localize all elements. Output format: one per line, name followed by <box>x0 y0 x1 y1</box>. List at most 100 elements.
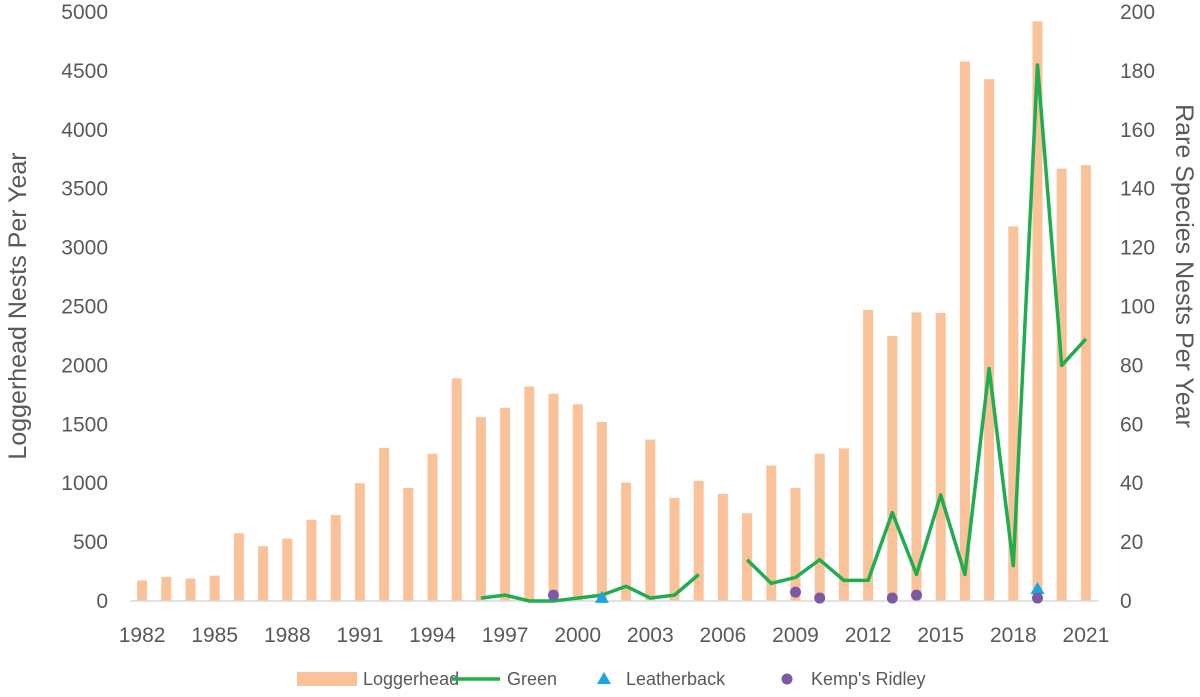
y-axis-right-title: Rare Species Nests Per Year <box>1170 104 1198 428</box>
x-tick-label: 2015 <box>917 624 964 647</box>
loggerhead-bars <box>137 21 1091 602</box>
y-right-tick-label: 100 <box>1120 296 1155 319</box>
legend: Loggerhead Green Leatherback Kemp's Ridley <box>297 669 925 689</box>
loggerhead-bar-1989 <box>306 519 317 601</box>
y-right-tick-label: 200 <box>1120 1 1155 24</box>
green-line-segment-1 <box>480 573 700 603</box>
y-left-tick-label: 5000 <box>61 1 108 24</box>
x-tick-label: 2006 <box>700 624 747 647</box>
x-tick-label: 2021 <box>1063 624 1110 647</box>
loggerhead-bar-1983 <box>161 576 172 601</box>
y-left-tick-label: 0 <box>96 590 108 613</box>
loggerhead-bar-1990 <box>330 515 341 601</box>
loggerhead-bar-1988 <box>282 538 293 601</box>
x-tick-label: 1991 <box>337 624 384 647</box>
legend-item-leatherback: Leatherback <box>597 669 726 689</box>
loggerhead-bar-1984 <box>185 578 196 601</box>
y-left-tick-label: 4500 <box>61 60 108 83</box>
loggerhead-bar-1996 <box>475 417 486 601</box>
loggerhead-bar-2018 <box>1008 226 1019 601</box>
leatherback-point-2019 <box>1030 582 1045 595</box>
y-left-tick-label: 500 <box>73 531 108 554</box>
y-left-tick-label: 3000 <box>61 237 108 260</box>
loggerhead-bar-2006 <box>717 493 728 601</box>
loggerhead-bar-1991 <box>354 483 365 601</box>
green-line-segment-2 <box>745 63 1088 586</box>
x-tick-label: 1982 <box>119 624 166 647</box>
x-tick-label: 2018 <box>990 624 1037 647</box>
leatherback-point-2001 <box>594 590 609 603</box>
loggerhead-bar-2019 <box>1032 21 1043 602</box>
loggerhead-bar-1987 <box>258 546 269 601</box>
kemp-s-ridley-point-2019 <box>1032 592 1043 604</box>
loggerhead-bar-2008 <box>766 465 777 601</box>
x-tick-label: 2012 <box>845 624 892 647</box>
kemp-s-ridley-point-1999 <box>548 589 559 601</box>
legend-label: Green <box>507 669 557 689</box>
legend-swatch-circle <box>781 673 793 685</box>
loggerhead-bar-2017 <box>984 79 995 601</box>
kemp-s-ridley-point-2013 <box>886 592 898 604</box>
y-axis-left-ticks: 0 500 1000 1500 2000 2500 3000 3500 4000 4500 5000 <box>61 1 108 613</box>
legend-item-green: Green <box>452 669 557 689</box>
y-left-tick-label: 4000 <box>61 119 108 142</box>
loggerhead-bar-2007 <box>742 513 753 601</box>
loggerhead-bar-1995 <box>451 378 462 601</box>
loggerhead-bar-2005 <box>693 480 704 601</box>
green-line-layer <box>480 63 1088 603</box>
kemp-s-ridley-point-2014 <box>911 589 922 601</box>
y-right-tick-label: 60 <box>1120 413 1143 436</box>
loggerhead-bar-1993 <box>403 487 414 601</box>
y-axis-right-ticks: 0 20 40 60 80 100 120 140 160 180 200 <box>1120 1 1155 613</box>
loggerhead-bar-1982 <box>137 580 148 601</box>
loggerhead-bar-2014 <box>911 312 922 601</box>
loggerhead-bar-2001 <box>596 421 607 601</box>
loggerhead-bar-1999 <box>548 393 559 601</box>
y-right-tick-label: 120 <box>1120 237 1155 260</box>
kemp-s-ridley-point-2010 <box>814 592 826 604</box>
loggerhead-bar-2013 <box>887 335 898 601</box>
y-right-tick-label: 40 <box>1120 472 1143 495</box>
loggerhead-bar-2011 <box>838 448 849 601</box>
loggerhead-bar-1994 <box>427 453 438 601</box>
y-left-tick-label: 3500 <box>61 178 108 201</box>
y-axis-left-title: Loggerhead Nests Per Year <box>4 152 32 459</box>
y-right-tick-label: 20 <box>1120 531 1143 554</box>
legend-swatch-triangle <box>597 672 611 684</box>
loggerhead-bar-1992 <box>379 447 390 601</box>
loggerhead-bar-2009 <box>790 487 801 601</box>
loggerhead-bar-2015 <box>935 312 946 601</box>
x-axis-ticks: 1982 1985 1988 1991 1994 1997 2000 2003 2006 2009… <box>119 624 1110 647</box>
loggerhead-bar-2010 <box>814 453 825 601</box>
legend-label: Kemp's Ridley <box>811 669 925 689</box>
x-tick-label: 1997 <box>482 624 529 647</box>
loggerhead-bar-1985 <box>209 575 220 601</box>
x-tick-label: 2003 <box>627 624 674 647</box>
loggerhead-bar-1986 <box>233 533 244 601</box>
loggerhead-bar-2000 <box>572 404 583 601</box>
kemp-s-ridley-point-2009 <box>790 586 801 598</box>
y-right-tick-label: 80 <box>1120 354 1143 377</box>
loggerhead-bar-2003 <box>645 439 656 601</box>
y-right-tick-label: 180 <box>1120 60 1155 83</box>
x-tick-label: 1994 <box>409 624 456 647</box>
legend-label: Loggerhead <box>363 669 459 689</box>
loggerhead-bar-1997 <box>500 407 511 601</box>
scatter-layer <box>548 582 1045 604</box>
x-tick-label: 2000 <box>554 624 601 647</box>
y-left-tick-label: 2500 <box>61 296 108 319</box>
loggerhead-bar-2004 <box>669 497 680 601</box>
loggerhead-bar-2020 <box>1056 168 1067 602</box>
loggerhead-bar-1998 <box>524 386 535 601</box>
legend-item-kemp-s-ridley: Kemp's Ridley <box>781 669 925 689</box>
loggerhead-bar-2012 <box>863 310 874 601</box>
loggerhead-bar-2002 <box>621 482 632 601</box>
legend-swatch-bar <box>297 672 357 686</box>
loggerhead-bar-2021 <box>1080 165 1091 601</box>
x-tick-label: 1988 <box>264 624 311 647</box>
y-right-tick-label: 160 <box>1120 119 1155 142</box>
y-left-tick-label: 2000 <box>61 354 108 377</box>
y-left-tick-label: 1000 <box>61 472 108 495</box>
